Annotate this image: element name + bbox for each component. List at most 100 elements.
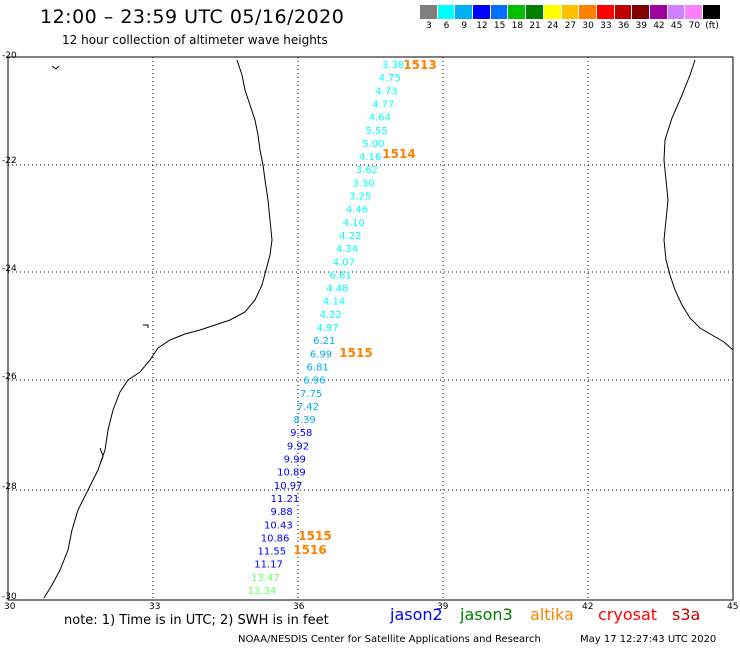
scale-label: 9 <box>461 21 468 31</box>
scale-swatch <box>526 5 544 19</box>
scale-label: 21 <box>529 21 541 31</box>
note-text: note: 1) Time is in UTC; 2) SWH is in fe… <box>64 613 329 628</box>
map-subtitle: 12 hour collection of altimeter wave hei… <box>62 33 328 47</box>
lon-tick-label: 39 <box>437 602 449 612</box>
legend-s3a: s3a <box>672 605 701 624</box>
scale-label: 6 <box>443 21 450 31</box>
scale-label: 12 <box>476 21 488 31</box>
scale-swatch <box>703 5 721 19</box>
madagascar-coastline <box>663 59 734 351</box>
wave-height-value: 9.92 <box>287 441 309 452</box>
wave-height-value: 6.21 <box>313 336 335 347</box>
wave-height-value: 6.61 <box>329 270 351 281</box>
pass-time-label: 1514 <box>382 147 415 161</box>
wave-height-value: 10.43 <box>264 520 293 531</box>
wave-height-value: 5.55 <box>365 126 387 137</box>
scale-swatch <box>667 5 686 19</box>
wave-height-value: 10.97 <box>274 481 303 492</box>
scale-label: 30 <box>582 21 594 31</box>
scale-swatch <box>579 5 597 19</box>
wave-height-value: 4.16 <box>359 152 381 163</box>
wave-height-value: 4.22 <box>339 231 361 242</box>
scale-swatch <box>508 5 527 19</box>
pass-time-label: 1516 <box>293 543 326 557</box>
lat-tick-label: -28 <box>2 482 17 492</box>
wave-height-value: 3.38 <box>382 60 404 71</box>
scale-swatch <box>543 5 562 19</box>
wave-height-value: 4.46 <box>346 205 368 216</box>
wave-height-value: 4.64 <box>369 113 391 124</box>
lon-tick-label: 45 <box>727 602 739 612</box>
scale-swatch <box>490 5 509 19</box>
wave-height-value: 11.21 <box>271 494 300 505</box>
scale-swatch <box>649 5 668 19</box>
wave-height-value: 3.25 <box>349 192 371 203</box>
wave-height-value: 4.73 <box>375 86 397 97</box>
wave-height-value: 3.30 <box>352 178 374 189</box>
africa-coastline <box>43 59 273 599</box>
timestamp-text: May 17 12:27:43 UTC 2020 <box>580 634 717 645</box>
lat-tick-label: -24 <box>2 264 17 274</box>
pass-time-label: 1515 <box>339 346 372 360</box>
lat-tick-label: -26 <box>2 372 17 382</box>
scale-swatch <box>685 5 703 19</box>
scale-label: 70 <box>688 21 701 31</box>
scale-swatch <box>455 5 474 19</box>
wave-height-value: 13.34 <box>248 586 277 597</box>
wave-height-value: 6.81 <box>307 362 329 373</box>
wave-height-value: 4.34 <box>336 244 358 255</box>
wave-height-value: 4.77 <box>372 99 394 110</box>
credit-text: NOAA/NESDIS Center for Satellite Applica… <box>238 634 541 645</box>
wave-height-value: 4.22 <box>320 310 342 321</box>
wave-height-value: 4.07 <box>333 257 355 268</box>
wave-height-value: 10.86 <box>261 533 290 544</box>
legend-jason3: jason3 <box>460 605 513 624</box>
wave-height-value: 3.62 <box>356 165 378 176</box>
lon-tick-label: 33 <box>149 602 161 612</box>
scale-label: 45 <box>670 21 683 31</box>
wave-height-value: 6.99 <box>310 349 332 360</box>
scale-swatch <box>632 5 650 19</box>
legend-jason2: jason2 <box>390 605 443 624</box>
scale-swatch <box>473 5 491 19</box>
island-marker <box>143 324 149 328</box>
wave-height-value: 11.55 <box>258 547 287 558</box>
lon-tick-label: 42 <box>582 602 594 612</box>
pass-time-label: 1515 <box>298 529 331 543</box>
scale-label: 24 <box>547 21 559 31</box>
lat-tick-label: -20 <box>2 51 17 61</box>
wave-height-value: 10.89 <box>277 468 306 479</box>
wave-height-value: 4.10 <box>343 218 365 229</box>
scale-label: 42 <box>653 21 665 31</box>
island-marker <box>51 65 60 70</box>
scale-swatch <box>437 5 456 19</box>
scale-swatch <box>561 5 580 19</box>
island-marker <box>99 447 104 463</box>
wave-height-value: 9.99 <box>284 455 306 466</box>
scale-swatch <box>420 5 438 19</box>
wave-height-value: 9.88 <box>271 507 293 518</box>
scale-label: 27 <box>564 21 577 31</box>
scale-label: 15 <box>493 21 506 31</box>
pass-time-label: 1513 <box>403 58 436 72</box>
scale-label: 33 <box>600 21 612 31</box>
scale-label: (ft) <box>705 21 719 31</box>
lat-tick-label: -22 <box>2 156 17 166</box>
legend-cryosat: cryosat <box>598 605 658 624</box>
scale-swatch <box>614 5 633 19</box>
scale-label: 3 <box>425 21 432 31</box>
wave-height-value: 4.75 <box>379 73 401 84</box>
wave-height-value: 4.48 <box>326 284 348 295</box>
lon-tick-label: 36 <box>293 602 305 612</box>
wave-height-value: 4.97 <box>316 323 338 334</box>
wave-height-value: 13.47 <box>251 573 280 584</box>
map-frame <box>7 56 734 601</box>
wave-height-value: 4.14 <box>323 297 345 308</box>
wave-height-value: 7.42 <box>297 402 319 413</box>
wave-height-value: 8.39 <box>293 415 315 426</box>
lat-tick-label: -30 <box>2 592 17 602</box>
legend-altika: altika <box>530 605 574 624</box>
scale-swatch <box>596 5 615 19</box>
wave-height-track: 3.38 4.75 4.73 4.77 4.64 5.55 5.00 4.16 3.62 3.30… <box>248 60 404 597</box>
